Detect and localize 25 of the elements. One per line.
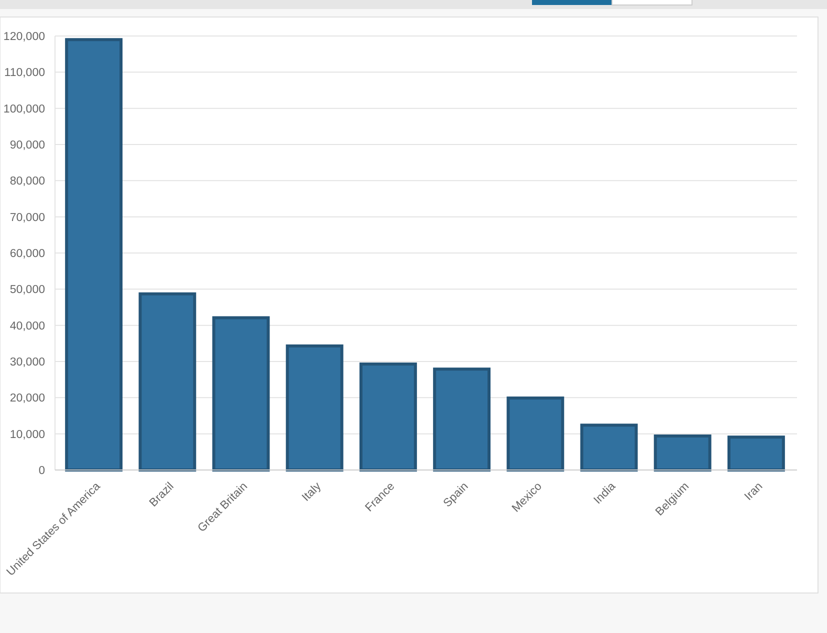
bar [359, 362, 417, 472]
y-tick-label: 50,000 [10, 284, 45, 296]
y-tick-label: 70,000 [10, 212, 45, 224]
y-tick-label: 80,000 [10, 176, 45, 188]
bar [506, 396, 564, 472]
bar [727, 436, 785, 472]
y-tick-label: 60,000 [10, 248, 45, 260]
y-tick-label: 30,000 [10, 356, 45, 369]
bar [654, 434, 712, 472]
bar [212, 316, 270, 472]
y-tick-label: 90,000 [10, 140, 45, 152]
bar [138, 292, 196, 472]
bar [65, 38, 123, 472]
y-tick-label: 10,000 [10, 428, 45, 441]
bar [286, 344, 344, 472]
y-tick-label: 100,000 [3, 103, 45, 116]
bar [433, 368, 491, 472]
y-tick-label: 20,000 [10, 392, 45, 405]
y-tick-label: 0 [38, 465, 45, 478]
x-tick-label: Italy [300, 480, 324, 504]
bar [580, 424, 638, 472]
y-tick-label: 110,000 [4, 67, 45, 80]
x-tick-label: Iran [742, 480, 766, 503]
y-tick-label: 120,000 [3, 31, 45, 44]
y-tick-label: 40,000 [10, 320, 45, 332]
